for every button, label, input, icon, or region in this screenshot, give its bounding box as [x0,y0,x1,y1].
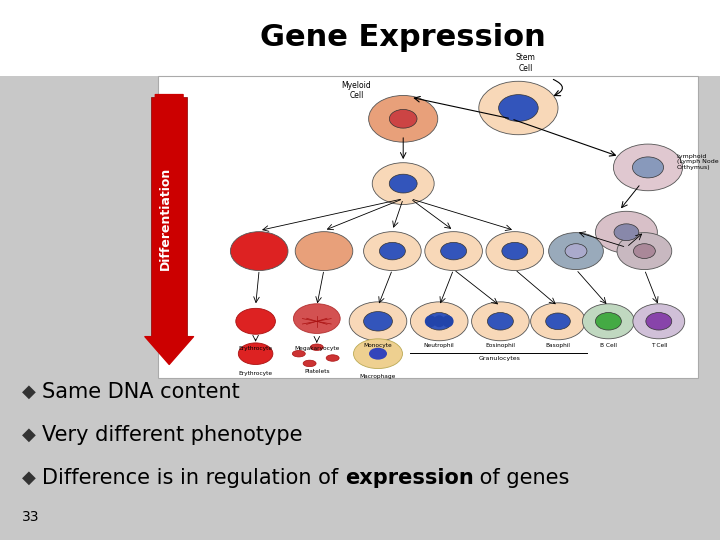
Text: Eosinophil: Eosinophil [485,343,516,348]
Ellipse shape [595,211,657,253]
Ellipse shape [349,302,407,341]
Ellipse shape [433,315,445,327]
Ellipse shape [230,232,288,271]
Ellipse shape [502,242,528,260]
Text: Erythrocyte: Erythrocyte [238,346,273,350]
Text: Basophil: Basophil [546,343,570,348]
Ellipse shape [549,233,603,269]
Ellipse shape [442,315,454,327]
Text: 33: 33 [22,510,39,524]
Text: Gene Expression: Gene Expression [261,23,546,52]
Ellipse shape [379,242,405,260]
Ellipse shape [369,96,438,142]
Text: B Cell: B Cell [600,343,617,348]
Text: Difference is in regulation of: Difference is in regulation of [42,468,345,488]
Ellipse shape [546,313,570,329]
Ellipse shape [633,304,685,339]
Ellipse shape [390,174,417,193]
Ellipse shape [295,232,353,271]
Ellipse shape [238,343,273,364]
Text: T Cell: T Cell [651,343,667,348]
Ellipse shape [479,81,558,135]
Ellipse shape [236,308,275,334]
Text: Monocyte: Monocyte [364,343,392,348]
Ellipse shape [425,315,436,327]
Ellipse shape [303,360,316,367]
Text: Lymphoid
(Lymph Node
Orthymus): Lymphoid (Lymph Node Orthymus) [677,154,719,170]
FancyBboxPatch shape [0,0,720,76]
Ellipse shape [617,233,672,269]
Ellipse shape [426,313,452,330]
Ellipse shape [410,302,468,341]
Text: Granulocytes: Granulocytes [478,356,520,361]
Ellipse shape [369,348,387,360]
Ellipse shape [292,350,305,357]
Ellipse shape [310,344,323,350]
FancyBboxPatch shape [151,97,187,340]
Text: Megakaryocyte: Megakaryocyte [294,346,340,350]
Ellipse shape [441,242,467,260]
Text: expression: expression [345,468,473,488]
Ellipse shape [613,144,683,191]
Text: Differentiation: Differentiation [159,167,172,271]
Ellipse shape [634,244,655,259]
Ellipse shape [372,163,434,205]
Ellipse shape [354,339,402,368]
Ellipse shape [364,232,421,271]
Text: ◆: ◆ [22,382,35,401]
Ellipse shape [472,302,529,341]
Text: Same DNA content: Same DNA content [42,381,240,402]
FancyArrowPatch shape [145,94,194,364]
Ellipse shape [326,355,339,361]
Text: Erythrocyte: Erythrocyte [238,371,273,376]
Text: Neutrophil: Neutrophil [424,343,454,348]
Ellipse shape [364,312,392,331]
FancyBboxPatch shape [158,76,698,378]
Text: Stem
Cell: Stem Cell [516,53,536,73]
Ellipse shape [632,157,664,178]
Ellipse shape [487,313,513,330]
Text: ◆: ◆ [22,469,35,487]
Ellipse shape [294,303,340,333]
Text: Macrophage: Macrophage [360,374,396,379]
Text: Platelets: Platelets [304,369,330,374]
Text: of genes: of genes [473,468,570,488]
Text: Myeloid
Cell: Myeloid Cell [341,80,372,100]
Ellipse shape [531,303,585,340]
Ellipse shape [486,232,544,271]
Text: Very different phenotype: Very different phenotype [42,424,302,445]
Ellipse shape [614,224,639,240]
Ellipse shape [498,94,538,122]
Ellipse shape [565,244,587,259]
Ellipse shape [595,313,621,330]
Ellipse shape [646,313,672,330]
Ellipse shape [425,232,482,271]
Ellipse shape [582,304,634,339]
Text: ◆: ◆ [22,426,35,444]
Ellipse shape [390,110,417,128]
